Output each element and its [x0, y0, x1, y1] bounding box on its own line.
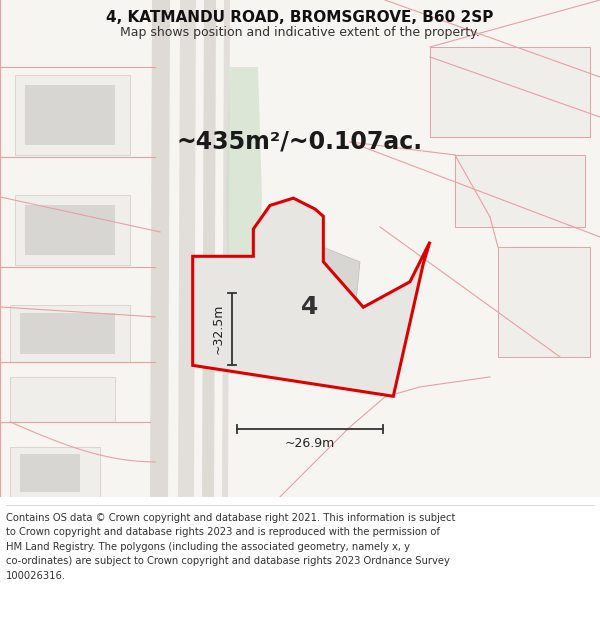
Bar [15, 75, 130, 155]
Bar [20, 313, 115, 354]
Bar [20, 454, 80, 492]
Text: 4: 4 [301, 295, 319, 319]
Text: Map shows position and indicative extent of the property.: Map shows position and indicative extent… [120, 26, 480, 39]
Bar [10, 377, 115, 422]
Bar [498, 247, 590, 357]
Polygon shape [178, 0, 196, 497]
Bar [430, 47, 590, 137]
Text: ~26.9m: ~26.9m [285, 438, 335, 451]
Polygon shape [250, 237, 360, 312]
Polygon shape [222, 0, 230, 497]
Text: Contains OS data © Crown copyright and database right 2021. This information is : Contains OS data © Crown copyright and d… [6, 513, 455, 523]
Text: co-ordinates) are subject to Crown copyright and database rights 2023 Ordnance S: co-ordinates) are subject to Crown copyr… [6, 556, 450, 566]
Polygon shape [226, 67, 262, 322]
Polygon shape [202, 0, 216, 497]
Bar [15, 195, 130, 265]
Text: HM Land Registry. The polygons (including the associated geometry, namely x, y: HM Land Registry. The polygons (includin… [6, 542, 410, 552]
Text: ~435m²/~0.107ac.: ~435m²/~0.107ac. [177, 130, 423, 154]
Bar [25, 205, 115, 255]
Text: ~32.5m: ~32.5m [212, 304, 224, 354]
Bar [455, 155, 585, 227]
Polygon shape [150, 0, 170, 497]
Polygon shape [193, 198, 430, 396]
Bar [10, 305, 130, 362]
Bar [10, 447, 100, 497]
Text: 100026316.: 100026316. [6, 571, 66, 581]
Bar [25, 85, 115, 145]
Text: 4, KATMANDU ROAD, BROMSGROVE, B60 2SP: 4, KATMANDU ROAD, BROMSGROVE, B60 2SP [106, 10, 494, 25]
Text: to Crown copyright and database rights 2023 and is reproduced with the permissio: to Crown copyright and database rights 2… [6, 528, 440, 538]
